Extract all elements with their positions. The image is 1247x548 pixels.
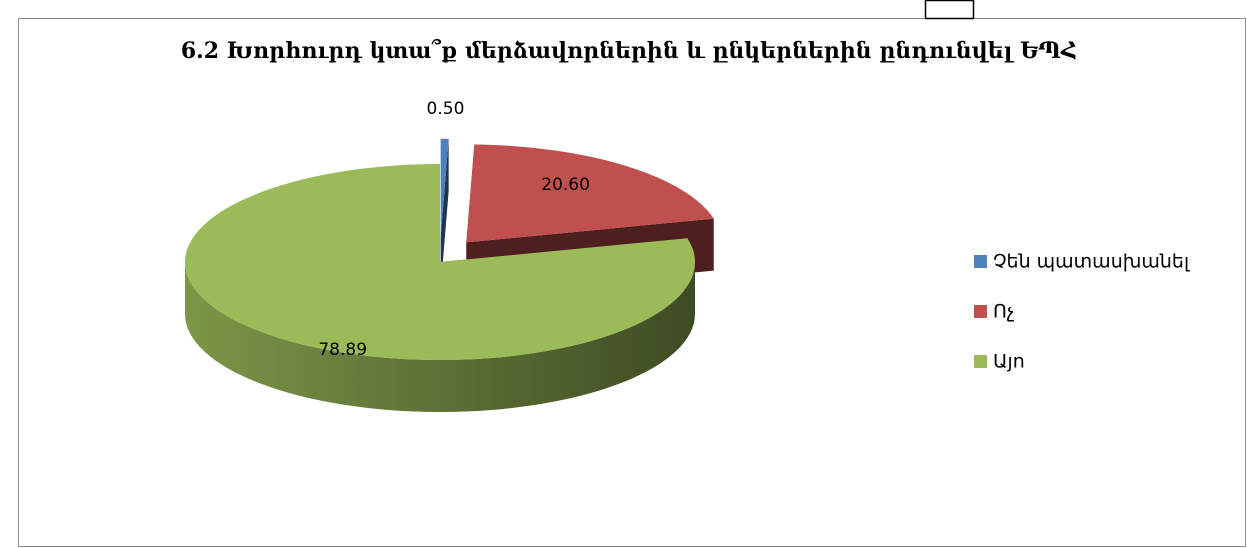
slice-top bbox=[440, 138, 449, 237]
data-label: 78.89 bbox=[318, 340, 367, 360]
legend-swatch bbox=[974, 305, 987, 318]
pie: 0.50 20.60 78.89 bbox=[185, 99, 714, 412]
data-label: 0.50 bbox=[427, 99, 465, 119]
decor-box bbox=[924, 0, 975, 20]
legend: Չեն պատասխանել Ոչ Այո bbox=[974, 251, 1190, 373]
slice-top bbox=[185, 164, 696, 361]
legend-swatch bbox=[974, 255, 987, 268]
slice-face bbox=[440, 138, 449, 289]
legend-label: Այո bbox=[993, 351, 1025, 373]
slice-side bbox=[185, 262, 695, 412]
legend-label: Չեն պատասխանել bbox=[993, 251, 1190, 273]
legend-swatch bbox=[974, 355, 987, 368]
data-label: 20.60 bbox=[541, 175, 590, 195]
slice bbox=[440, 138, 449, 289]
slice-top bbox=[466, 144, 714, 243]
legend-label: Ոչ bbox=[993, 301, 1015, 323]
chart-title: 6.2 Խորհուրդ կտա՞ք մերձավորներին և ընկեր… bbox=[181, 38, 1077, 64]
slice bbox=[185, 164, 696, 412]
